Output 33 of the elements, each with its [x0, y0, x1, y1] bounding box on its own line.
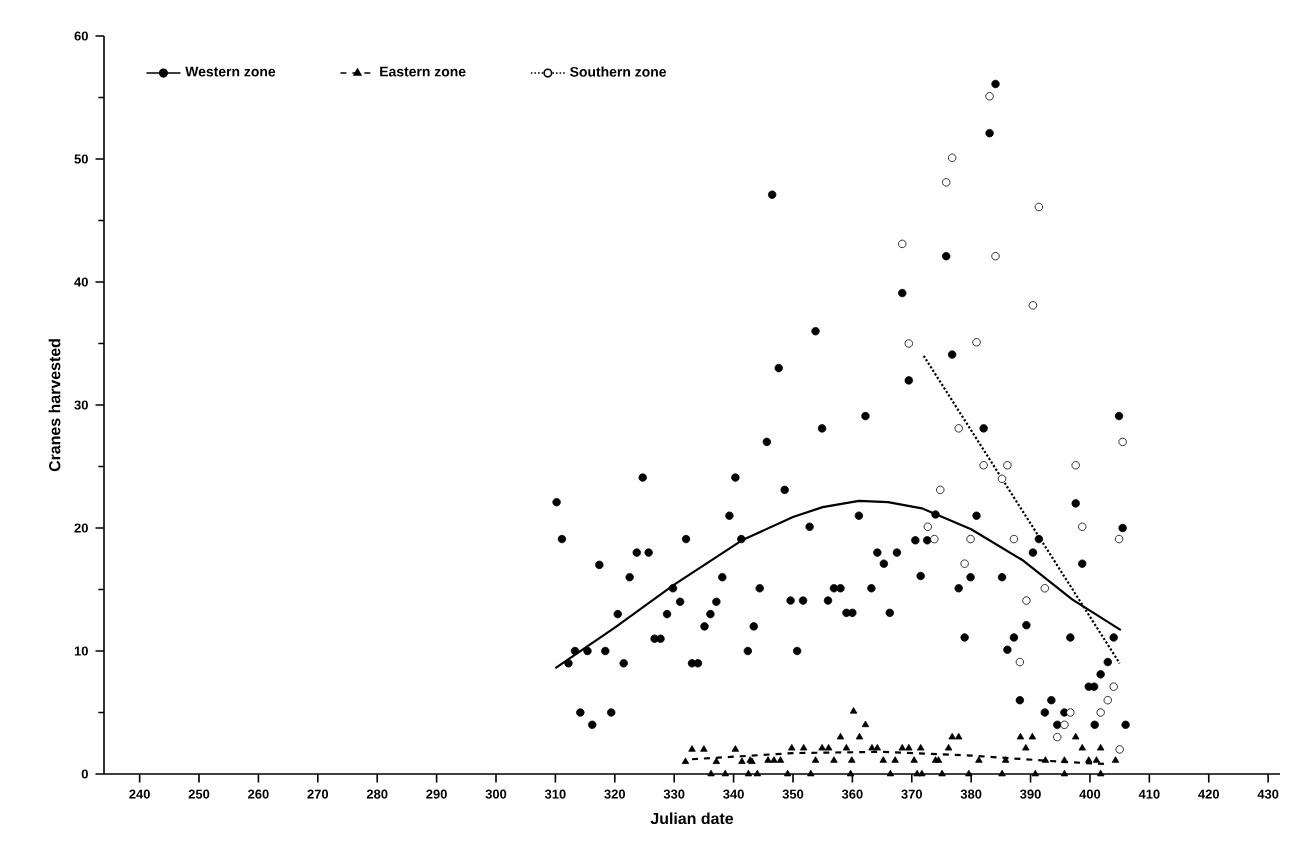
- point: [1118, 437, 1127, 447]
- point: [1103, 696, 1112, 705]
- point: [936, 485, 945, 495]
- point: [923, 522, 932, 531]
- point: [930, 534, 939, 544]
- point: [1060, 720, 1069, 729]
- point: [972, 338, 981, 347]
- point: [1003, 461, 1012, 470]
- point: [1034, 202, 1044, 212]
- point: [991, 251, 1000, 261]
- point: [985, 92, 994, 101]
- point: [942, 178, 951, 187]
- point: [1114, 534, 1124, 544]
- point: [966, 534, 975, 544]
- point: [1115, 745, 1124, 754]
- point: [954, 424, 963, 433]
- point: [1096, 708, 1105, 717]
- point: [1109, 682, 1118, 691]
- point: [904, 339, 913, 348]
- point: [1028, 301, 1038, 310]
- point: [898, 239, 907, 249]
- point: [1040, 584, 1049, 593]
- point: [1071, 461, 1080, 470]
- point: [979, 461, 988, 470]
- point: [997, 474, 1007, 483]
- point: [1022, 596, 1031, 605]
- point: [1009, 534, 1019, 544]
- point: [1015, 657, 1025, 667]
- point: [1078, 522, 1087, 531]
- point: [1053, 732, 1062, 742]
- point: [1066, 708, 1075, 717]
- point: [947, 153, 957, 162]
- point: [960, 559, 969, 568]
